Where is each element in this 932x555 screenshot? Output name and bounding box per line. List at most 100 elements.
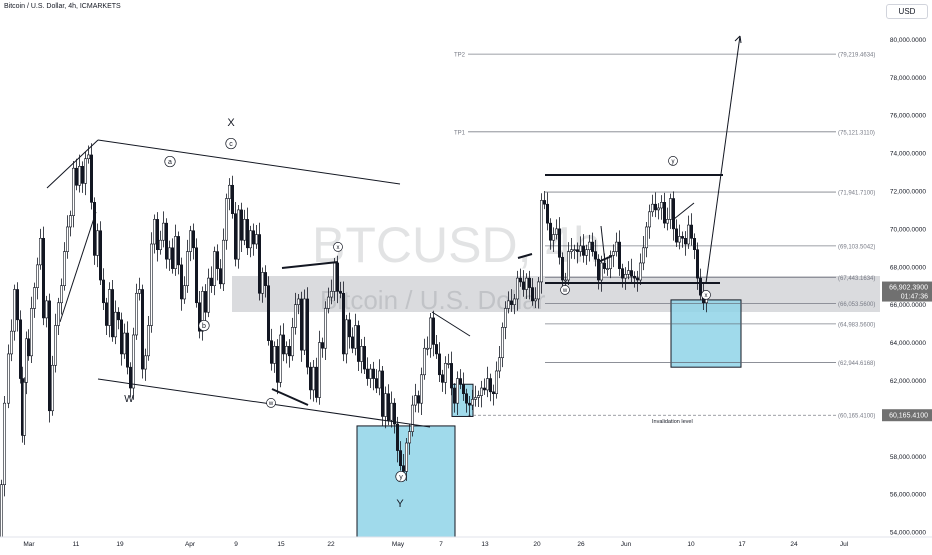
y-tick-label: 72,000.0000 xyxy=(890,188,927,195)
trend-line[interactable] xyxy=(705,35,741,284)
candle-body xyxy=(668,198,672,220)
candle-body xyxy=(554,228,558,235)
x-tick-label: 20 xyxy=(533,541,541,548)
wave-label: w xyxy=(268,401,274,407)
candle-body xyxy=(647,211,651,228)
trend-line[interactable] xyxy=(517,253,533,259)
candle-body xyxy=(308,366,312,391)
y-tick-label: 76,000.0000 xyxy=(890,113,927,120)
trend-line[interactable] xyxy=(600,225,606,263)
candle-body xyxy=(530,287,534,302)
candle-body xyxy=(228,184,232,199)
candle-body xyxy=(518,277,522,283)
candle-body xyxy=(422,347,426,376)
candle-body xyxy=(75,167,79,186)
level-value: (79,219.4634) xyxy=(838,53,875,59)
candle-body xyxy=(90,154,94,203)
candle-body xyxy=(81,166,85,184)
price-axis-bg xyxy=(880,0,932,550)
candle-body xyxy=(177,236,181,266)
trend-line[interactable] xyxy=(673,202,695,220)
candle-body xyxy=(455,378,459,404)
candle-body xyxy=(111,289,115,338)
wave-label: x xyxy=(705,293,708,299)
candle-body xyxy=(566,251,570,281)
candle-body xyxy=(44,300,48,319)
currency-button[interactable]: USD xyxy=(886,4,928,19)
trend-line[interactable] xyxy=(271,388,309,406)
candle-body xyxy=(290,327,294,357)
candle-body xyxy=(62,251,66,286)
candle-body xyxy=(293,304,297,328)
candle-body xyxy=(641,247,645,264)
candle-body xyxy=(452,387,456,404)
candle-body xyxy=(590,241,594,252)
candle-body xyxy=(698,277,702,296)
candle-body xyxy=(96,230,100,256)
demand-zone-y[interactable] xyxy=(356,425,456,538)
candle-body xyxy=(599,262,603,281)
time-axis-bg xyxy=(0,537,932,550)
trend-line[interactable] xyxy=(46,139,99,189)
candle-body xyxy=(222,239,226,285)
candle-body xyxy=(35,264,39,288)
y-tick-label: 78,000.0000 xyxy=(890,75,927,82)
trend-line[interactable] xyxy=(431,311,471,337)
candle-body xyxy=(18,319,22,379)
candle-body xyxy=(114,311,118,338)
candle-body xyxy=(341,292,345,355)
candle-body xyxy=(210,277,214,286)
candle-body xyxy=(380,370,384,417)
symbol-header: Bitcoin / U.S. Dollar, 4h, ICMARKETS xyxy=(4,3,121,10)
level-value: (66,053.5600) xyxy=(838,302,875,308)
candle-body xyxy=(476,395,480,398)
y-tick-label: 54,000.0000 xyxy=(890,530,927,537)
candle-body xyxy=(446,363,450,365)
candle-body xyxy=(317,342,321,398)
candle-body xyxy=(141,289,145,370)
candle-body xyxy=(689,224,693,239)
candle-body xyxy=(144,355,148,370)
candle-body xyxy=(434,344,438,355)
wave-circle xyxy=(701,290,711,300)
candle-body xyxy=(207,277,211,313)
candle-body xyxy=(632,275,636,279)
candle-body xyxy=(659,202,663,209)
candle-body xyxy=(219,268,223,285)
candle-body xyxy=(374,378,378,389)
candle-body xyxy=(482,387,486,391)
candle-body xyxy=(135,292,139,336)
candle-body xyxy=(509,300,513,305)
wave-circle xyxy=(395,470,407,483)
candle-body xyxy=(234,213,238,260)
level-value: (62,944.6168) xyxy=(838,361,875,367)
trend-line[interactable] xyxy=(97,378,431,428)
candle-body xyxy=(26,338,30,357)
trend-line[interactable] xyxy=(281,261,339,269)
candle-body xyxy=(2,402,7,485)
x-tick-label: 24 xyxy=(790,541,798,548)
wave-label: X xyxy=(227,117,235,129)
candle-body xyxy=(611,251,615,256)
candle-body xyxy=(392,402,396,425)
trend-line[interactable] xyxy=(97,139,401,185)
candle-body xyxy=(78,166,82,186)
trend-line[interactable] xyxy=(59,211,97,323)
candle-body xyxy=(186,251,190,286)
candle-body xyxy=(548,222,552,241)
wave-label: w xyxy=(562,288,568,294)
candle-body xyxy=(545,203,549,224)
invalidation-price-text: 60,165.4100 xyxy=(889,413,928,420)
candle-body xyxy=(386,393,390,421)
y-tick-label: 74,000.0000 xyxy=(890,151,927,158)
candle-body xyxy=(281,334,285,355)
level-value: (67,443.1634) xyxy=(838,276,875,282)
demand-zone-current[interactable] xyxy=(670,299,742,368)
candle-body xyxy=(461,383,465,395)
candle-body xyxy=(84,158,88,184)
candle-body xyxy=(299,298,303,351)
invalidation-label: Invalidation level xyxy=(652,419,693,425)
candle-body xyxy=(335,262,339,292)
